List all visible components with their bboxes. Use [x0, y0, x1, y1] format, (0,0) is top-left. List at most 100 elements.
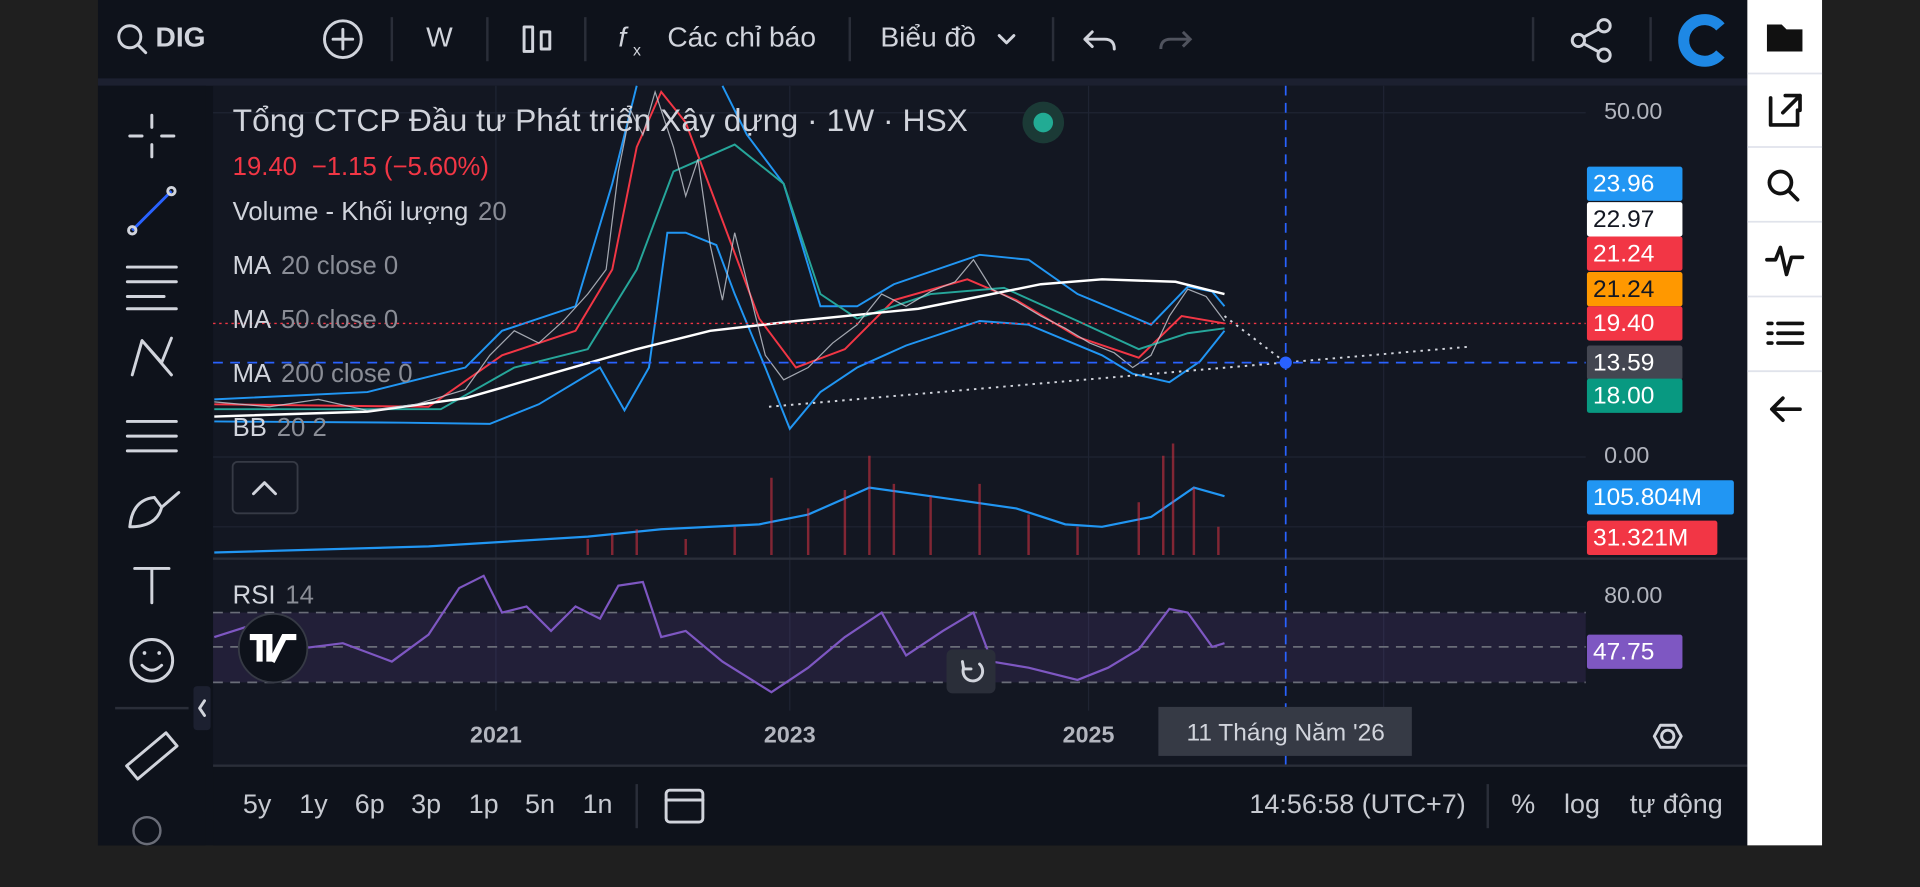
price-axis-label: 80.00: [1604, 582, 1662, 608]
bottom-bar: 5y 1y 6p 3p 1p 5n 1n% log tự động 14:56:58 (UTC+…: [213, 764, 1748, 846]
ruler-tool[interactable]: [125, 731, 179, 781]
price-tag-label: 22.97: [1593, 206, 1654, 233]
rsi-tag: [1586, 634, 1683, 669]
legend-entry: MA 20 close 0: [233, 252, 399, 280]
chart-type[interactable]: Biểu đồ: [880, 21, 975, 53]
pattern-tool[interactable]: [130, 336, 173, 377]
range-button[interactable]: 6p: [355, 789, 385, 819]
svg-text:x: x: [633, 43, 641, 60]
scale-option[interactable]: tự động: [1630, 789, 1723, 819]
clock: 14:56:58 (UTC+7): [1249, 789, 1465, 819]
price-tag-label: 18.00: [1593, 382, 1654, 409]
add-symbol[interactable]: [323, 19, 363, 60]
fib-tool[interactable]: [125, 265, 178, 311]
legend-params: 50 close 0: [281, 306, 398, 334]
text-tool[interactable]: [133, 566, 171, 605]
time-axis-label: 2025: [1063, 721, 1115, 747]
price-tag: [1586, 202, 1683, 237]
legend-params: 20 2: [277, 414, 327, 442]
list[interactable]: [1766, 321, 1805, 345]
undo[interactable]: [1083, 30, 1116, 51]
settings[interactable]: [1660, 728, 1676, 744]
redo[interactable]: [1159, 30, 1193, 50]
legend-entry: Volume - Khối lượng 20: [233, 198, 507, 226]
price-tag: [1586, 378, 1683, 413]
legend-params: 20: [478, 198, 507, 226]
time-axis-label: 2023: [764, 721, 816, 747]
reset-chart[interactable]: [946, 649, 996, 694]
scale-option[interactable]: %: [1511, 789, 1535, 819]
chart-style[interactable]: [522, 25, 535, 53]
price-tag-label: 13.59: [1593, 349, 1654, 376]
market-status: [1033, 112, 1054, 133]
scale-option[interactable]: log: [1564, 789, 1600, 819]
legend-params: 20 close 0: [281, 252, 398, 280]
price-tag-label: 23.96: [1593, 170, 1654, 197]
price: 19.40: [233, 153, 297, 181]
legend-entry: MA 50 close 0: [233, 306, 399, 334]
legend-name: MA: [233, 252, 272, 280]
pulse[interactable]: [1765, 245, 1805, 277]
crosshair-tool[interactable]: [128, 113, 176, 159]
emoji-tool[interactable]: [129, 638, 175, 683]
date-range[interactable]: [664, 788, 705, 824]
rsi-tag-label: 47.75: [1593, 638, 1654, 665]
legend-params: 200 close 0: [281, 360, 413, 388]
last-price: 19.40 −1.15 (−5.60%): [233, 153, 489, 181]
legend-name: Volume - Khối lượng: [233, 198, 469, 226]
price-tag: [1586, 520, 1718, 555]
range-button[interactable]: 5n: [525, 789, 555, 819]
sidebar-search[interactable]: [1767, 169, 1794, 196]
price-tag: [1586, 236, 1683, 271]
price-tag-label: 21.24: [1593, 240, 1654, 267]
left-tools: [97, 85, 211, 846]
legend-entry: BB 20 2: [233, 414, 327, 442]
legend-name: BB: [233, 414, 267, 442]
trendline-tool[interactable]: [131, 190, 173, 232]
chart-area: Tổng CTCP Đầu tư Phát triển Xây dựng · 1…: [213, 85, 1748, 766]
tv-logo: [237, 612, 309, 684]
price-tag: [1586, 271, 1683, 307]
time-axis-label: 2021: [470, 721, 522, 747]
legend-name: MA: [233, 360, 272, 388]
price-tag: [1586, 306, 1683, 341]
price-tag: [1586, 480, 1734, 515]
price-tag-label: 19.40: [1593, 310, 1654, 337]
price-change: −1.15 (−5.60%): [312, 153, 489, 181]
indicators[interactable]: Các chỉ báo: [667, 21, 816, 53]
back[interactable]: [1770, 396, 1802, 423]
range-button[interactable]: 5y: [243, 789, 272, 819]
popout[interactable]: [1768, 93, 1802, 127]
right-sidebar: [1747, 0, 1823, 846]
share[interactable]: [1570, 32, 1586, 49]
legend-name: MA: [233, 306, 272, 334]
collapse-legend[interactable]: [231, 460, 299, 515]
price-tag-label: 21.24: [1593, 276, 1654, 303]
range-button[interactable]: 1y: [299, 789, 328, 819]
range-button[interactable]: 3p: [411, 789, 441, 819]
price-tag: [1586, 166, 1683, 201]
price-tag-label: 105.804M: [1593, 484, 1702, 511]
crosshair-time: 11 Tháng Năm '26: [1187, 719, 1385, 746]
logo: [1678, 14, 1725, 67]
price-tag: [1586, 345, 1683, 380]
search-icon[interactable]: [117, 24, 143, 50]
rsi-params: 14: [285, 581, 314, 609]
rsi-name: RSI: [233, 581, 276, 609]
chart-title: Tổng CTCP Đầu tư Phát triển Xây dựng · 1…: [233, 102, 968, 138]
symbol[interactable]: DIG: [156, 21, 206, 53]
range-button[interactable]: 1n: [583, 789, 613, 819]
crosshair-time-box: [1158, 706, 1412, 756]
projection-tool[interactable]: [125, 419, 178, 453]
price-tag-label: 31.321M: [1593, 525, 1688, 552]
brush-tool[interactable]: [128, 491, 181, 529]
rsi-legend: RSI 14: [233, 581, 314, 609]
range-button[interactable]: 1p: [469, 789, 499, 819]
folder[interactable]: [1766, 24, 1803, 52]
price-axis-label: 0.00: [1604, 442, 1649, 468]
interval[interactable]: W: [426, 21, 453, 53]
svg-text:f: f: [618, 21, 629, 53]
legend-entry: MA 200 close 0: [233, 360, 413, 388]
price-axis-label: 50.00: [1604, 98, 1662, 124]
